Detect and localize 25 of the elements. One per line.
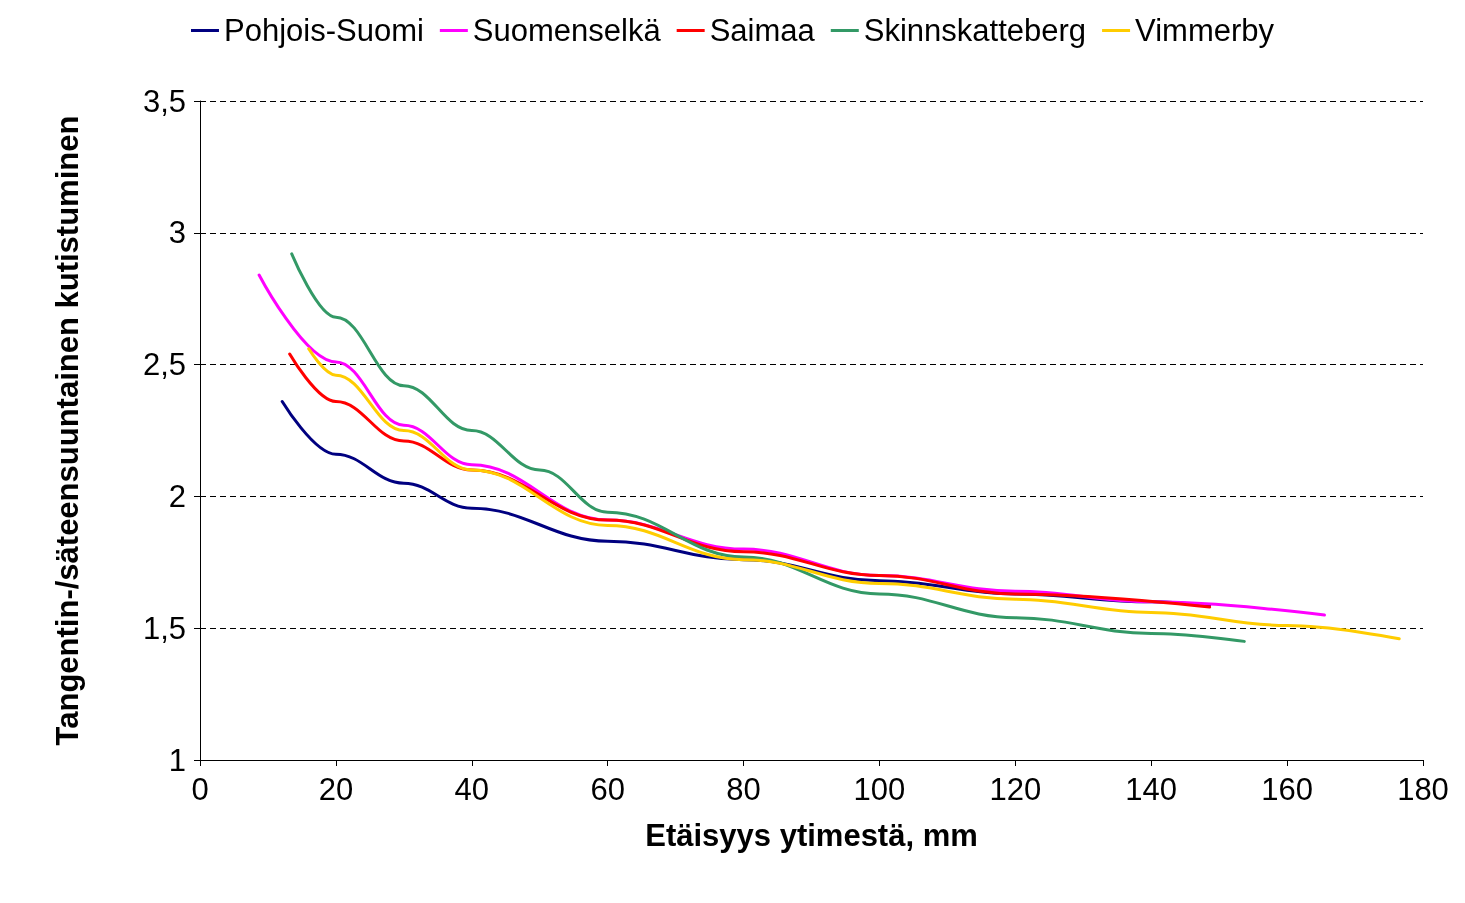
x-axis-title: Etäisyys ytimestä, mm — [645, 818, 978, 853]
x-tick-label: 160 — [1261, 772, 1313, 807]
y-axis-title: Tangentin-/säteensuuntainen kutistuminen — [49, 115, 85, 746]
legend-label: Pohjois-Suomi — [223, 13, 424, 48]
x-tick-label: 120 — [989, 772, 1042, 807]
x-tick-label: 60 — [590, 772, 625, 807]
legend-label: Skinnskatteberg — [863, 13, 1087, 48]
legend-label: Vimmerby — [1135, 13, 1275, 48]
y-tick-label: 2 — [168, 478, 186, 514]
x-tick-label: 0 — [191, 772, 209, 807]
line-series — [307, 347, 1401, 641]
y-tick-label: 3 — [168, 215, 186, 251]
y-tick-label: 3,5 — [142, 83, 186, 119]
x-tick-label: 100 — [853, 772, 906, 807]
x-tick-label: 140 — [1125, 772, 1178, 807]
y-tick-label: 1 — [168, 742, 186, 778]
x-tick-label: 20 — [318, 772, 354, 807]
legend-label: Suomenselkä — [472, 13, 662, 48]
y-tick-label: 2,5 — [142, 347, 186, 383]
y-tick-label: 1,5 — [142, 610, 186, 646]
x-tick-label: 80 — [726, 772, 761, 807]
x-tick-label: 40 — [454, 772, 490, 807]
legend-label: Saimaa — [709, 13, 816, 48]
line-series — [290, 252, 1246, 643]
x-tick-label: 180 — [1397, 772, 1449, 807]
